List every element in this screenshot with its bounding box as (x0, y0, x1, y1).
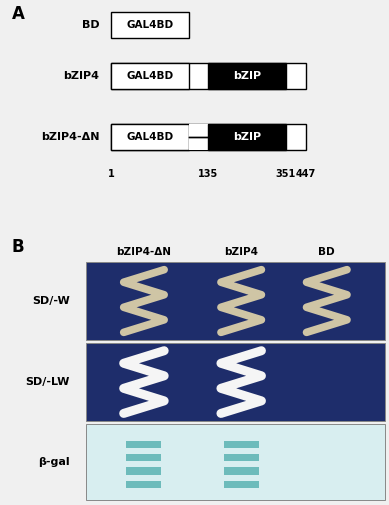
Bar (224, 441, 259, 448)
Bar (111, 12, 189, 37)
Text: SD/-LW: SD/-LW (26, 377, 70, 387)
Text: GAL4BD: GAL4BD (126, 71, 173, 81)
Text: B: B (12, 237, 24, 256)
Text: 1: 1 (107, 169, 114, 179)
Text: BD: BD (82, 20, 99, 30)
Bar (208, 124, 286, 150)
Text: 135: 135 (198, 169, 218, 179)
Bar (126, 454, 161, 462)
Text: SD/-W: SD/-W (32, 296, 70, 306)
Bar (224, 454, 259, 462)
Bar (126, 441, 161, 448)
Text: bZIP4: bZIP4 (63, 71, 99, 81)
Text: GAL4BD: GAL4BD (126, 132, 173, 142)
Bar (111, 124, 306, 150)
Bar (111, 64, 189, 89)
Text: BD: BD (319, 247, 335, 257)
Text: bZIP4-ΔN: bZIP4-ΔN (116, 247, 172, 257)
Text: β-gal: β-gal (39, 457, 70, 467)
Bar (224, 468, 259, 475)
Bar (189, 124, 208, 150)
Bar (86, 424, 385, 499)
Bar (111, 124, 189, 150)
Text: bZIP4-ΔN: bZIP4-ΔN (41, 132, 99, 142)
Text: bZIP: bZIP (233, 132, 261, 142)
Bar (111, 64, 306, 89)
Bar (126, 468, 161, 475)
Bar (86, 343, 385, 421)
Text: A: A (12, 5, 25, 23)
Bar (126, 481, 161, 488)
Text: 351: 351 (276, 169, 296, 179)
Bar (86, 262, 385, 340)
Bar (224, 481, 259, 488)
Bar (208, 64, 286, 89)
Text: GAL4BD: GAL4BD (126, 20, 173, 30)
Text: bZIP: bZIP (233, 71, 261, 81)
Text: 447: 447 (296, 169, 316, 179)
Text: bZIP4: bZIP4 (224, 247, 258, 257)
